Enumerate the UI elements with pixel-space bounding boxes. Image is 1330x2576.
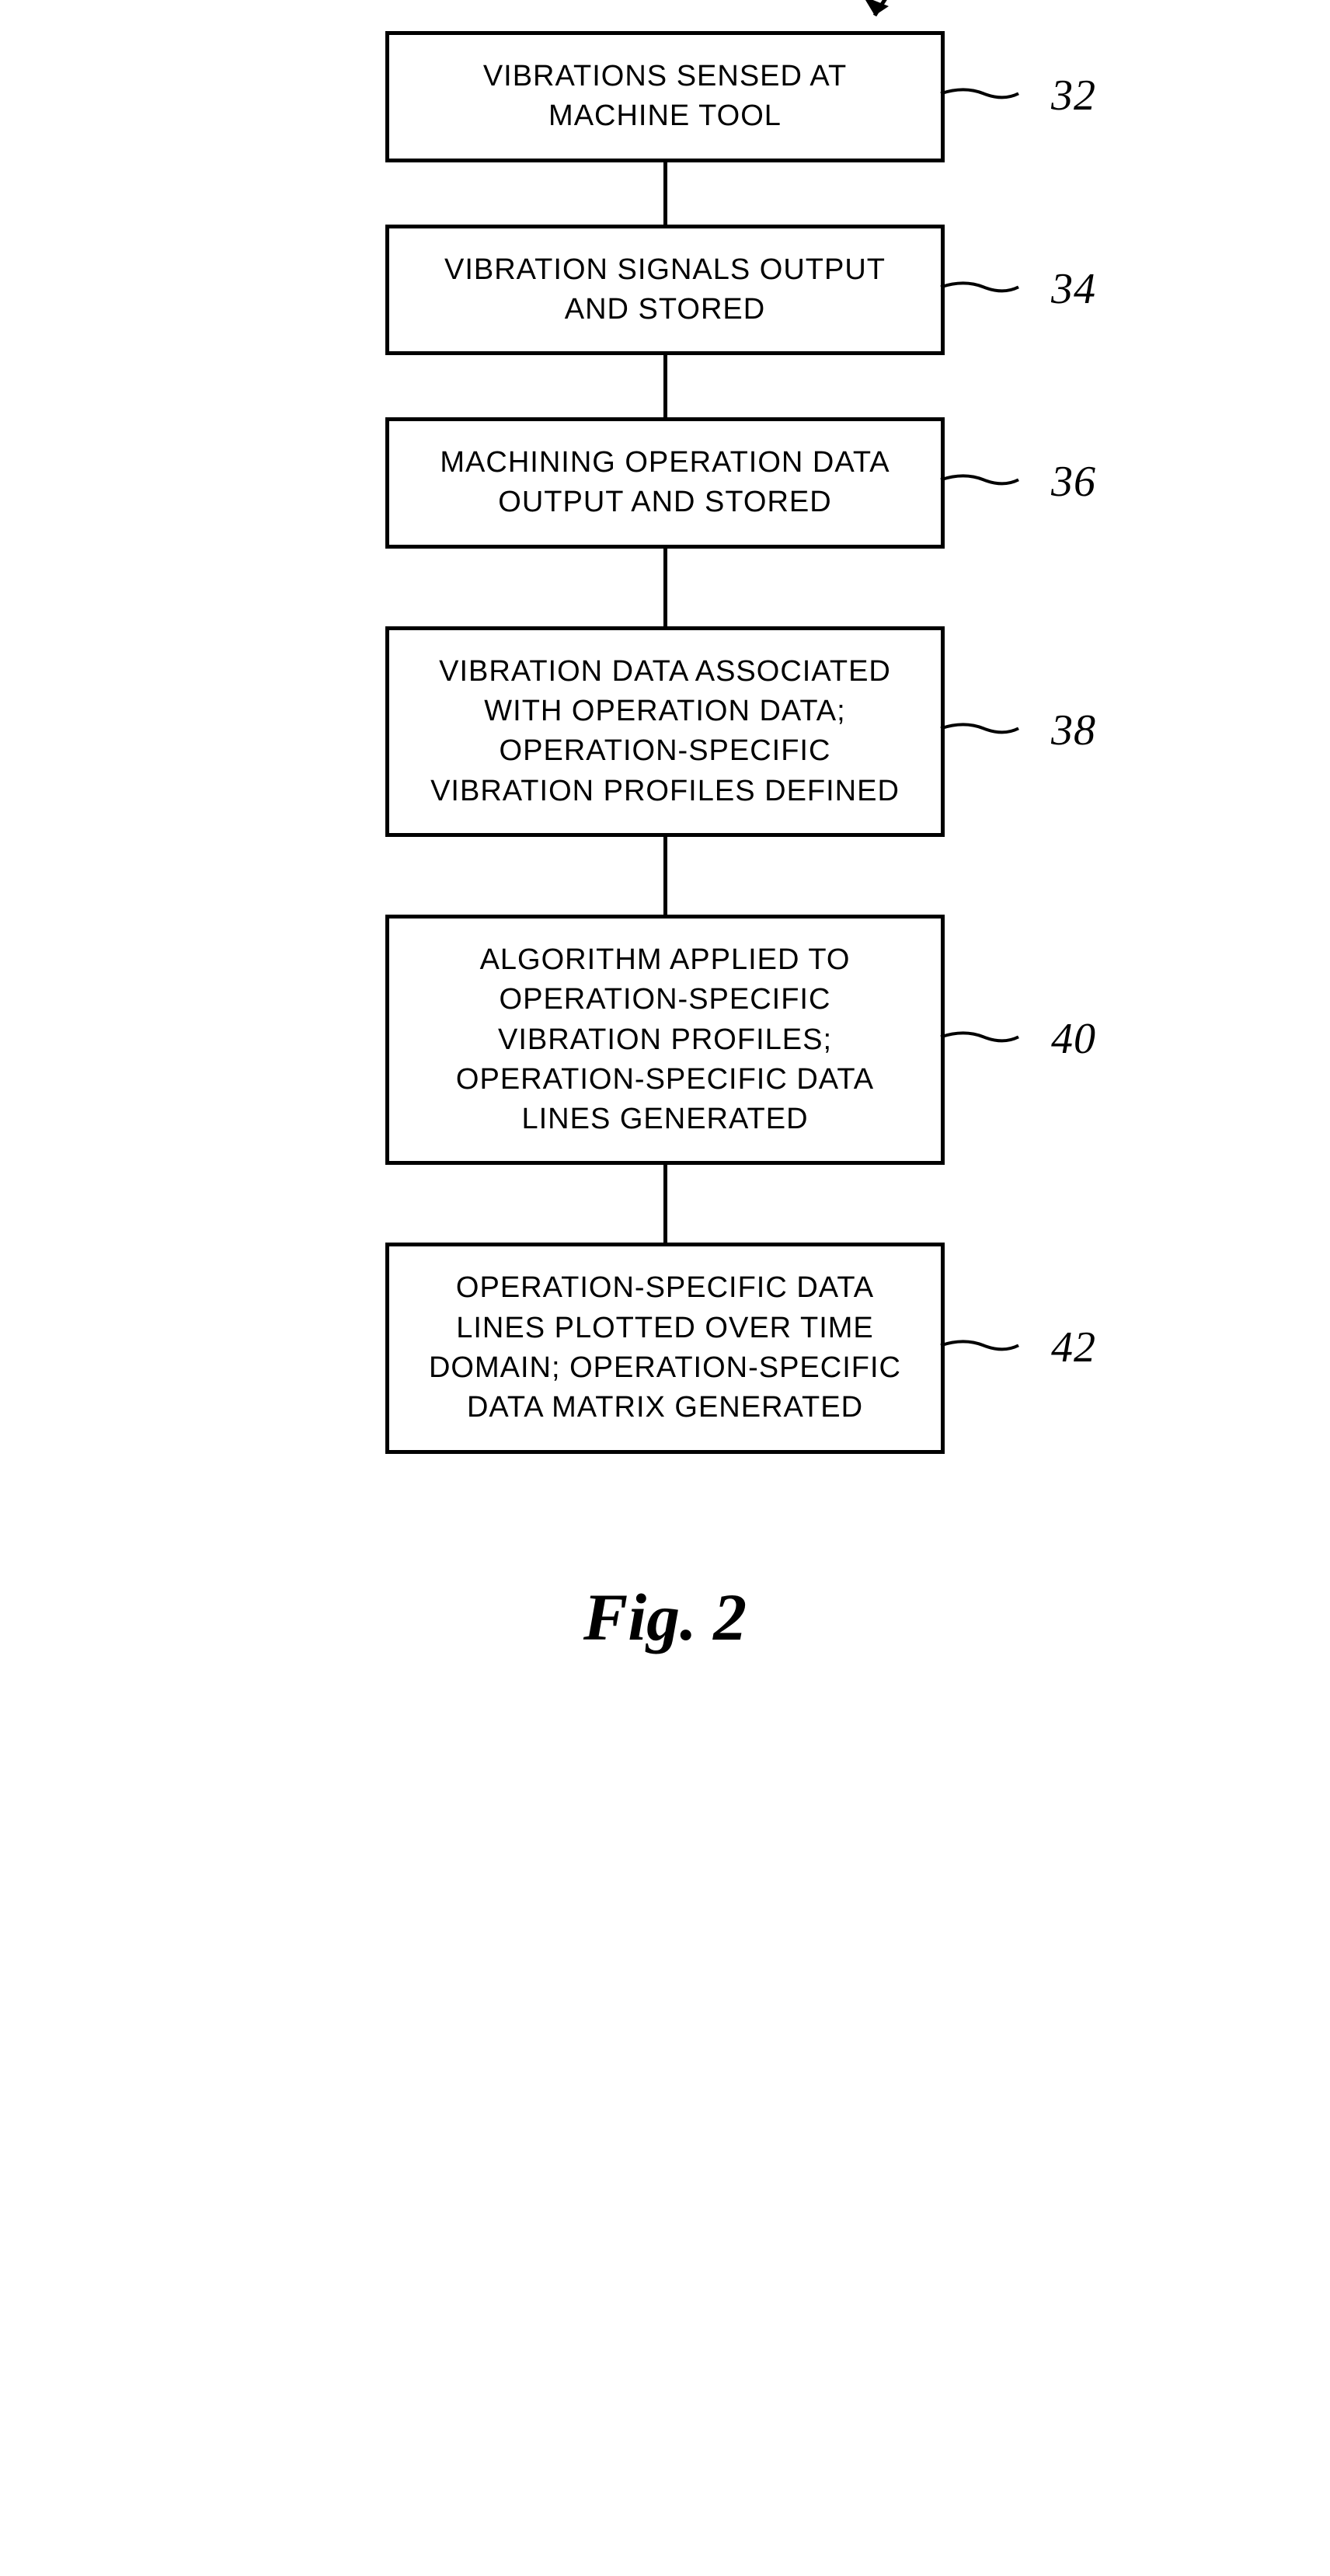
box-text: ALGORITHM APPLIED TO OPERATION-SPECIFIC … [456, 943, 874, 1135]
flow-connector [663, 1165, 667, 1243]
flow-connector [663, 355, 667, 417]
ref-connector [941, 463, 1018, 503]
flow-connector [663, 162, 667, 225]
flowchart-body: VIBRATIONS SENSED AT MACHINE TOOL 32 VIB… [238, 31, 1092, 1454]
ref-label: 34 [1051, 260, 1096, 319]
ref-label: 32 [1051, 68, 1096, 127]
ref-connector [941, 77, 1018, 117]
flow-box: OPERATION-SPECIFIC DATA LINES PLOTTED OV… [385, 1243, 945, 1453]
box-text: VIBRATION SIGNALS OUTPUT AND STORED [444, 253, 886, 326]
ref-label: 36 [1051, 454, 1096, 513]
ref-label: 42 [1051, 1319, 1096, 1378]
flowchart-diagram: 30 VIBRATIONS SENSED AT MACHINE TOOL 32 … [238, 31, 1092, 1656]
flow-box: MACHINING OPERATION DATA OUTPUT AND STOR… [385, 417, 945, 549]
flow-connector [663, 837, 667, 915]
flow-box: ALGORITHM APPLIED TO OPERATION-SPECIFIC … [385, 915, 945, 1165]
flow-box: VIBRATIONS SENSED AT MACHINE TOOL 32 [385, 31, 945, 162]
figure-caption: Fig. 2 [238, 1578, 1092, 1656]
ref-label: 38 [1051, 702, 1096, 762]
ref-connector [941, 270, 1018, 309]
box-text: VIBRATION DATA ASSOCIATED WITH OPERATION… [430, 655, 900, 807]
flow-box: VIBRATION SIGNALS OUTPUT AND STORED 34 [385, 225, 945, 356]
box-text: MACHINING OPERATION DATA OUTPUT AND STOR… [440, 446, 890, 518]
ref-connector [941, 1020, 1018, 1060]
ref-connector [941, 712, 1018, 751]
ref-label: 40 [1051, 1010, 1096, 1069]
flow-connector [663, 549, 667, 626]
ref-connector [941, 1328, 1018, 1368]
box-text: OPERATION-SPECIFIC DATA LINES PLOTTED OV… [429, 1271, 901, 1424]
box-text: VIBRATIONS SENSED AT MACHINE TOOL [483, 60, 847, 132]
flow-box: VIBRATION DATA ASSOCIATED WITH OPERATION… [385, 626, 945, 837]
